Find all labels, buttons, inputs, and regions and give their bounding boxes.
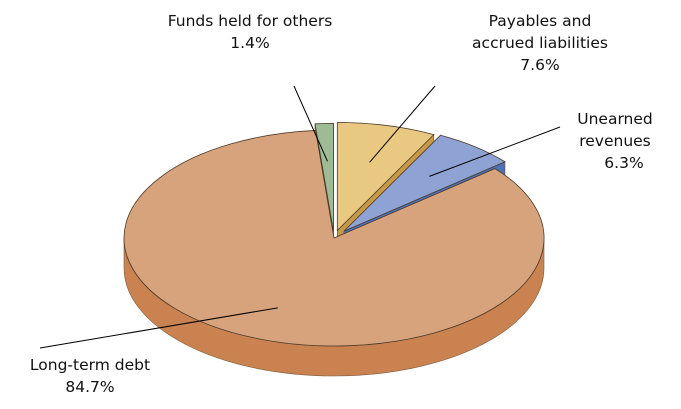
label-funds-held-value: 1.4% (150, 32, 350, 54)
label-unearned-value: 6.3% (565, 152, 665, 174)
label-unearned-line2: revenues (565, 130, 665, 152)
pie-tops (124, 123, 544, 346)
label-payables-line2: accrued liabilities (440, 32, 640, 54)
label-unearned-line1: Unearned (565, 108, 665, 130)
label-unearned: Unearned revenues 6.3% (565, 108, 665, 174)
label-payables: Payables and accrued liabilities 7.6% (440, 10, 640, 76)
label-long-term-debt-name: Long-term debt (0, 354, 180, 376)
label-funds-held-name: Funds held for others (150, 10, 350, 32)
label-payables-line1: Payables and (440, 10, 640, 32)
label-long-term-debt: Long-term debt 84.7% (0, 354, 180, 398)
label-payables-value: 7.6% (440, 54, 640, 76)
label-long-term-debt-value: 84.7% (0, 376, 180, 398)
label-funds-held: Funds held for others 1.4% (150, 10, 350, 54)
